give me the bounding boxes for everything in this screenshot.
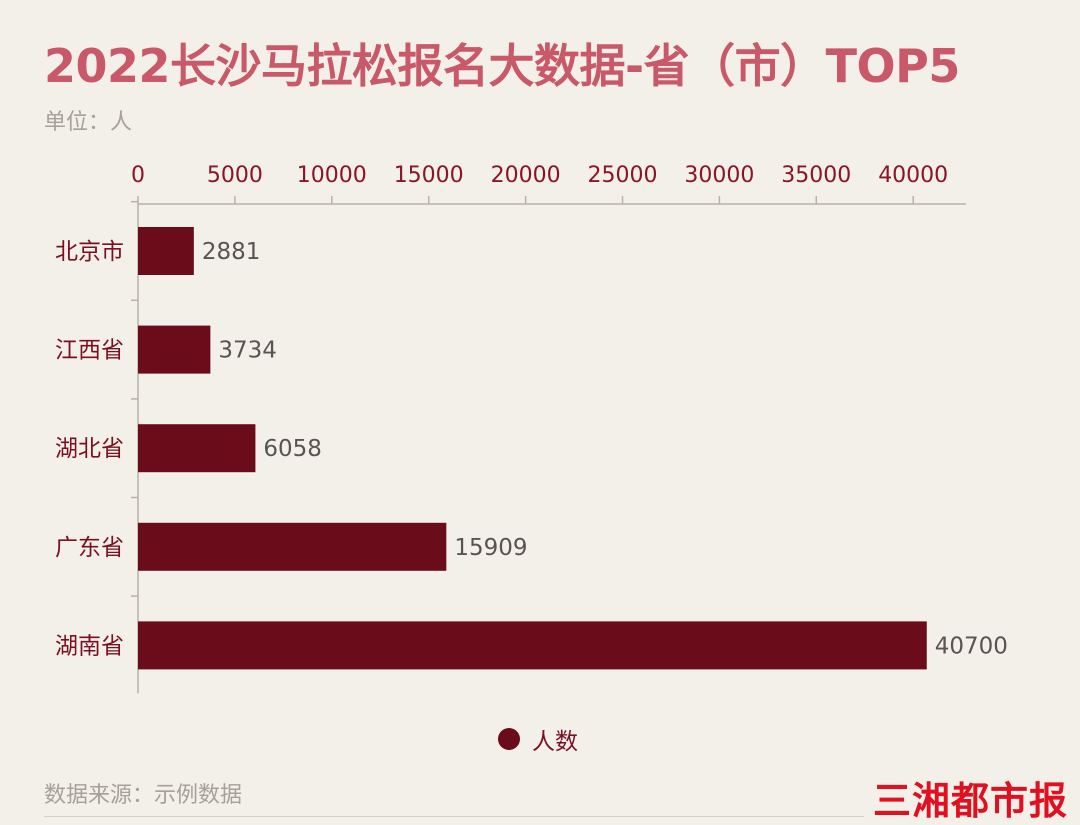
x-tick-label: 30000 <box>684 163 754 188</box>
source-note: 数据来源：示例数据 <box>44 783 243 808</box>
x-tick-label: 10000 <box>297 163 367 188</box>
category-label: 江西省 <box>55 338 124 364</box>
x-tick-label: 5000 <box>207 163 263 188</box>
x-tick-label: 0 <box>131 163 145 188</box>
axis-layer: 0 5000 10000 15000 20000 25000 30000 35000 40000 <box>131 163 966 694</box>
category-label: 北京市 <box>55 239 124 265</box>
bar-chart: 0 5000 10000 15000 20000 25000 30000 35000 40000… <box>55 163 1008 694</box>
x-tick-label: 25000 <box>588 163 658 188</box>
legend-swatch <box>498 728 520 750</box>
chart-title: 2022长沙马拉松报名大数据-省（市）TOP5 <box>44 39 960 93</box>
unit-label: 单位：人 <box>44 110 133 135</box>
bar-value-label: 3734 <box>218 338 277 364</box>
category-label: 湖北省 <box>55 436 124 462</box>
x-tick-label: 40000 <box>878 163 948 188</box>
newspaper-logo: 三湘都市报 <box>872 778 1068 823</box>
bar <box>138 424 256 473</box>
bar <box>138 621 927 670</box>
legend: 人数 <box>498 722 578 756</box>
bar-layer <box>138 227 927 670</box>
bar-value-label: 2881 <box>202 239 261 265</box>
label-layer: 北京市 2881 江西省 3734 湖北省 6058 广东省 15909 湖南省 40700 <box>55 239 1008 659</box>
x-tick-label: 35000 <box>781 163 851 188</box>
category-label: 广东省 <box>55 535 124 561</box>
bar <box>138 522 447 571</box>
category-label: 湖南省 <box>55 633 124 659</box>
bar <box>138 325 211 374</box>
x-tick-label: 20000 <box>491 163 561 188</box>
bar-value-label: 15909 <box>454 535 527 561</box>
legend-label: 人数 <box>532 729 578 755</box>
footer-divider <box>44 816 864 817</box>
bar-value-label: 40700 <box>935 633 1008 659</box>
bar <box>138 227 194 275</box>
bar-value-label: 6058 <box>263 436 322 462</box>
x-tick-label: 15000 <box>394 163 464 188</box>
